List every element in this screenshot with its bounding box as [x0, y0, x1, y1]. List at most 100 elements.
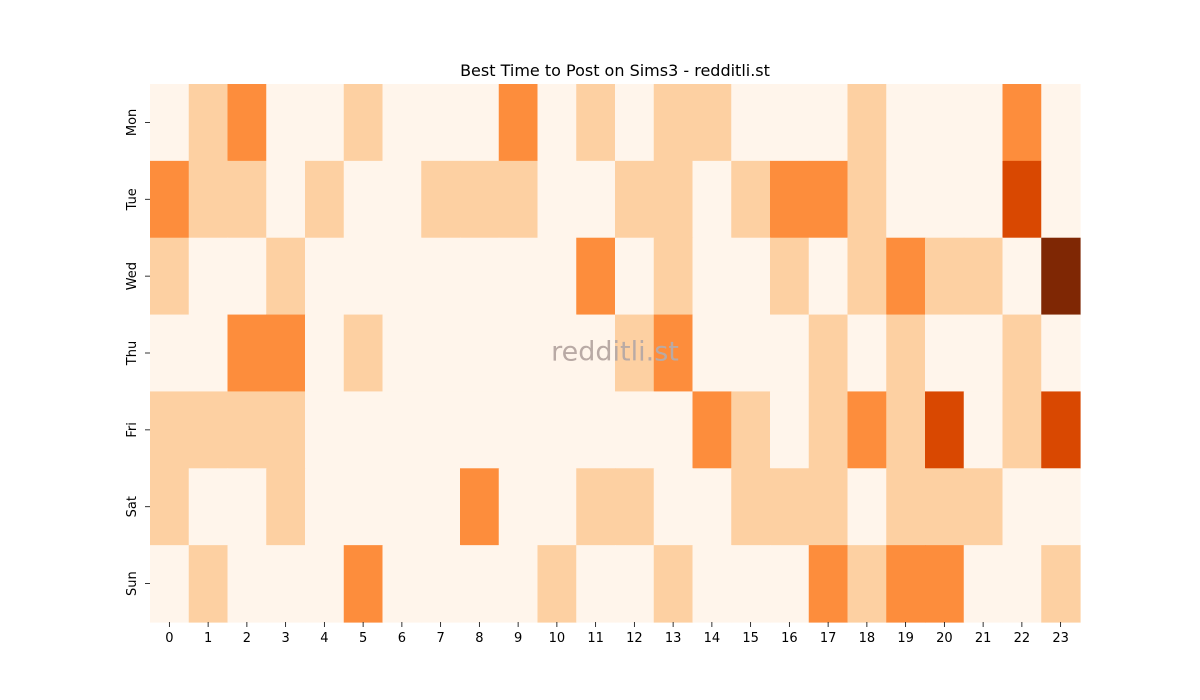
heatmap-cell [227, 468, 267, 546]
heatmap-cell [770, 160, 810, 239]
heatmap-cell [576, 468, 616, 546]
heatmap-cell [731, 84, 771, 162]
heatmap-cell [421, 545, 461, 623]
heatmap-cell [305, 84, 345, 162]
heatmap-cell [1041, 468, 1081, 546]
heatmap-cell [1002, 545, 1042, 623]
heatmap-cell [150, 468, 190, 546]
heatmap-cell [343, 237, 384, 316]
heatmap-cell [343, 84, 384, 162]
heatmap-cell [925, 84, 965, 162]
heatmap-cell [188, 237, 229, 316]
heatmap-cell [808, 314, 849, 393]
x-tick-label: 4 [320, 631, 328, 646]
heatmap-cell [305, 237, 345, 316]
heatmap-cell [847, 545, 887, 623]
heatmap-cell [925, 545, 965, 623]
heatmap-cell [460, 545, 500, 623]
x-tick-label: 17 [820, 631, 837, 646]
heatmap-cell [653, 237, 694, 316]
heatmap-cell [1041, 545, 1081, 623]
heatmap-cell [343, 545, 384, 623]
x-tick-label: 13 [665, 631, 682, 646]
heatmap-cell [653, 545, 694, 623]
heatmap-cell [382, 545, 422, 623]
heatmap-cell [460, 84, 500, 162]
heatmap-cell [847, 237, 887, 316]
heatmap-cell [188, 545, 229, 623]
heatmap-cell [498, 237, 539, 316]
heatmap-cell [770, 468, 810, 546]
heatmap-cell [886, 468, 926, 546]
heatmap-cell [1002, 84, 1042, 162]
heatmap-cell [692, 391, 732, 469]
heatmap-cell [770, 314, 810, 393]
y-tick-label: Mon [125, 109, 140, 136]
heatmap-cell [963, 468, 1004, 546]
heatmap-cells [150, 84, 1081, 623]
heatmap-cell [963, 160, 1004, 239]
heatmap-cell [537, 160, 577, 239]
x-tick-label: 16 [781, 631, 798, 646]
heatmap-cell [498, 468, 539, 546]
x-tick-label: 14 [704, 631, 721, 646]
heatmap-cell [460, 391, 500, 469]
heatmap-cell [886, 391, 926, 469]
heatmap-cell [305, 391, 345, 469]
heatmap-cell [731, 314, 771, 393]
heatmap-cell [305, 545, 345, 623]
heatmap-cell [808, 84, 849, 162]
heatmap-cell [770, 237, 810, 316]
heatmap-cell [188, 160, 229, 239]
heatmap-cell [188, 314, 229, 393]
heatmap-cell [537, 237, 577, 316]
heatmap-cell [925, 237, 965, 316]
heatmap-cell [886, 160, 926, 239]
heatmap-cell [886, 84, 926, 162]
heatmap-cell [1002, 160, 1042, 239]
heatmap-cell [653, 391, 694, 469]
heatmap-cell [421, 391, 461, 469]
heatmap-cell [615, 160, 655, 239]
heatmap-cell [266, 160, 306, 239]
heatmap-cell [498, 314, 539, 393]
heatmap-cell [460, 314, 500, 393]
heatmap-cell [925, 314, 965, 393]
heatmap-cell [266, 84, 306, 162]
heatmap-cell [653, 160, 694, 239]
heatmap-cell [266, 314, 306, 393]
heatmap-cell [847, 84, 887, 162]
heatmap-cell [421, 237, 461, 316]
heatmap-cell [460, 160, 500, 239]
heatmap-cell [963, 237, 1004, 316]
heatmap-cell [537, 545, 577, 623]
heatmap-cell [653, 468, 694, 546]
heatmap-cell [576, 84, 616, 162]
heatmap-cell [537, 468, 577, 546]
y-tick-label: Fri [125, 422, 140, 438]
x-tick-label: 15 [742, 631, 759, 646]
heatmap-cell [886, 314, 926, 393]
heatmap-cell [692, 545, 732, 623]
heatmap-cell [692, 84, 732, 162]
heatmap-cell [847, 314, 887, 393]
heatmap-cell [615, 545, 655, 623]
heatmap-cell [460, 237, 500, 316]
heatmap-cell [537, 391, 577, 469]
heatmap-cell [382, 314, 422, 393]
heatmap-cell [808, 468, 849, 546]
heatmap-cell [150, 314, 190, 393]
heatmap-cell [770, 84, 810, 162]
heatmap-cell [963, 314, 1004, 393]
heatmap-cell [925, 391, 965, 469]
heatmap-cell [770, 545, 810, 623]
heatmap-cell [1041, 237, 1081, 316]
heatmap-cell [770, 391, 810, 469]
heatmap-cell [343, 314, 384, 393]
heatmap-cell [925, 160, 965, 239]
heatmap-cell [1041, 160, 1081, 239]
heatmap-cell [731, 468, 771, 546]
heatmap-cell [731, 545, 771, 623]
watermark: redditli.st [551, 337, 679, 368]
